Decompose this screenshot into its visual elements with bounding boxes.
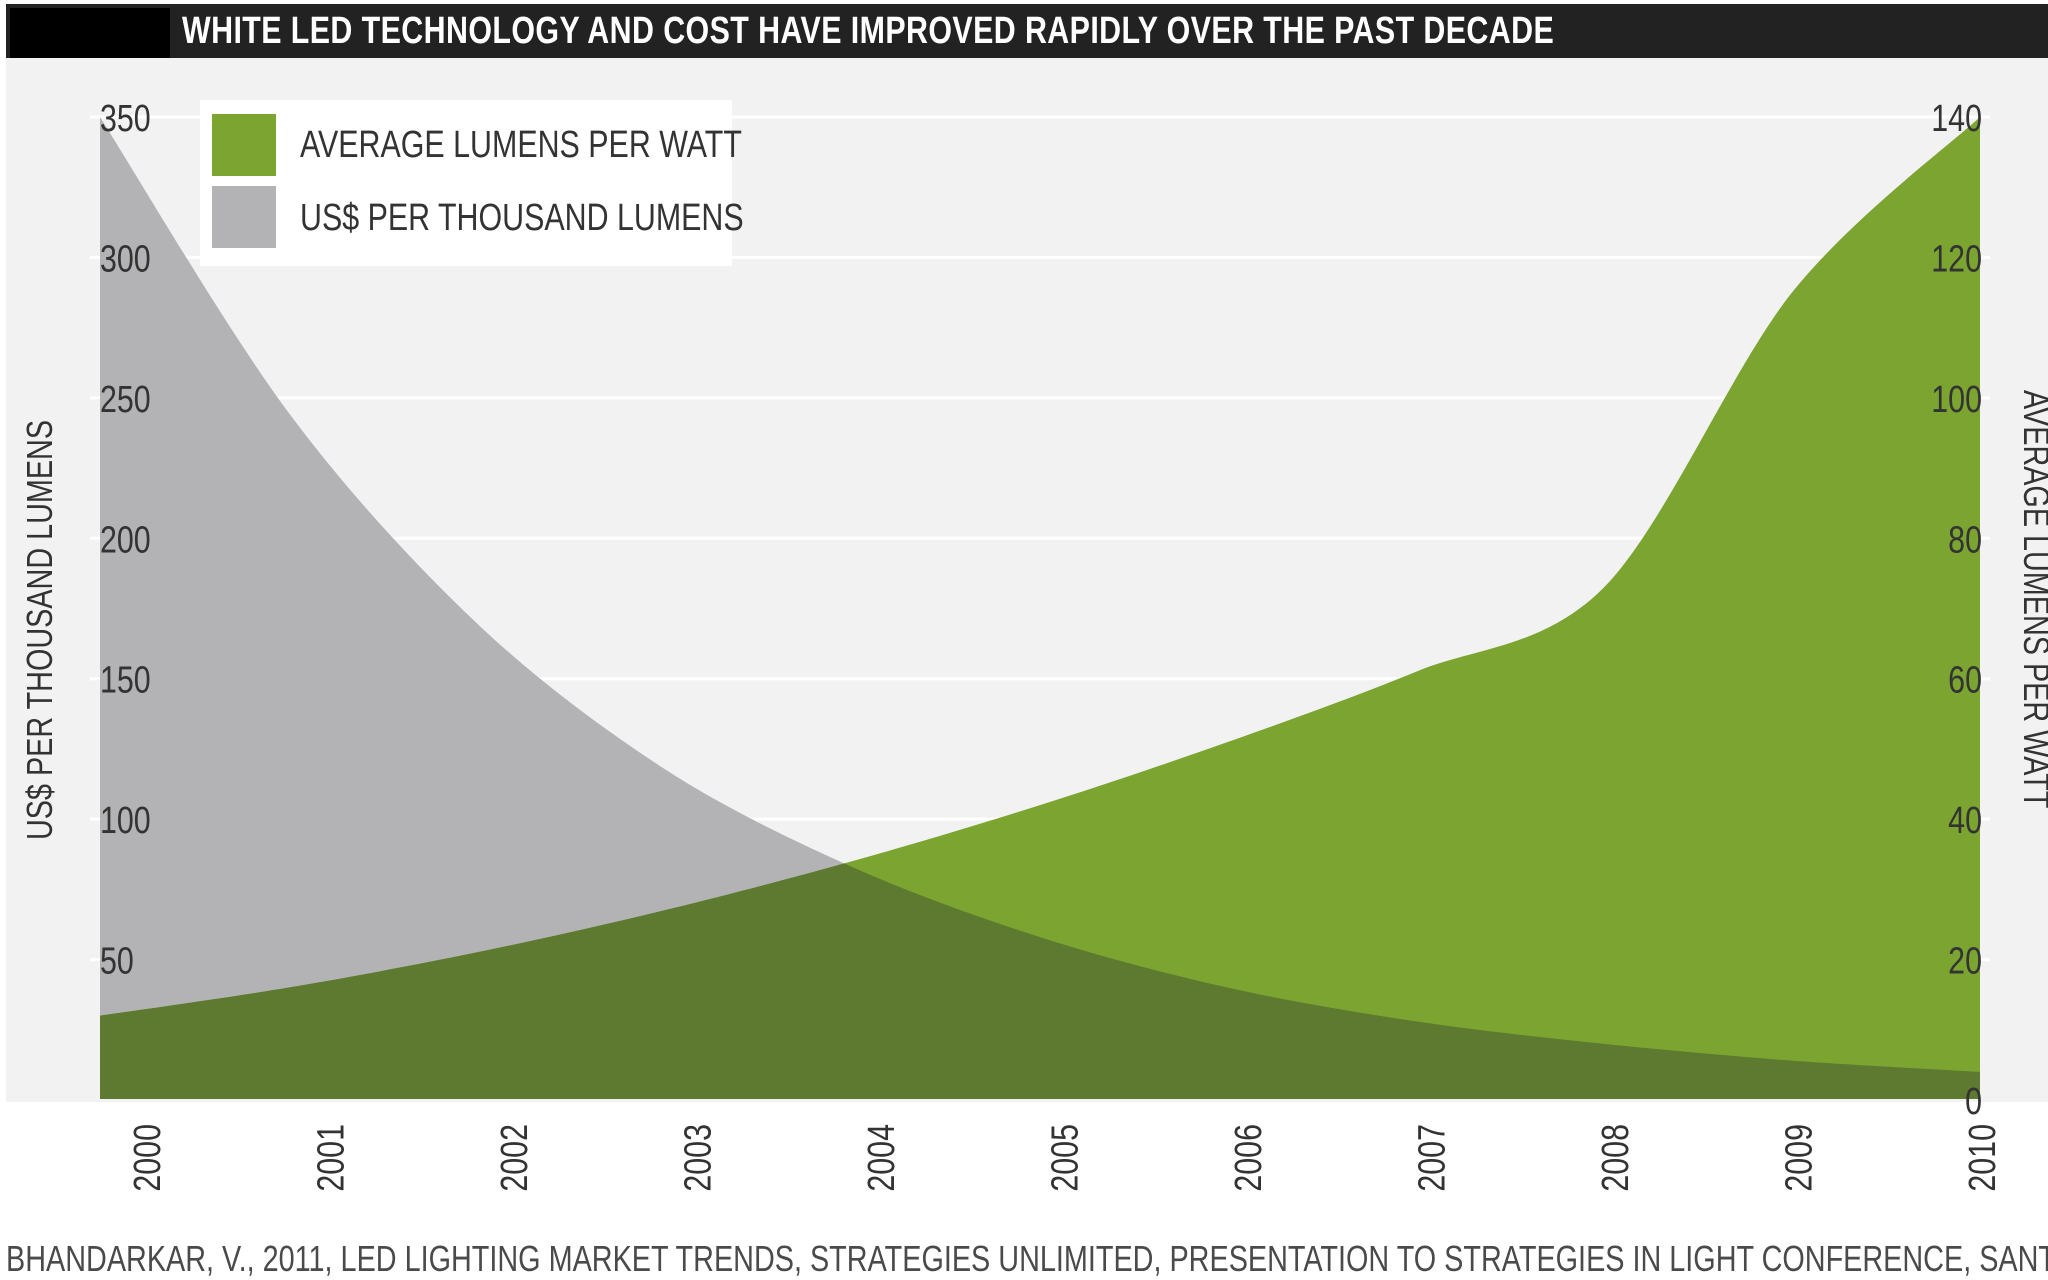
right-tick-label-120: 120 bbox=[1931, 238, 1982, 280]
right-tick-label-20: 20 bbox=[1948, 940, 1982, 982]
right-tick-label-60: 60 bbox=[1948, 660, 1982, 702]
x-tick-label-2002: 2002 bbox=[494, 1124, 536, 1192]
left-axis-title: US$ PER THOUSAND LUMENS bbox=[19, 420, 60, 840]
x-tick-label-2009: 2009 bbox=[1778, 1124, 1820, 1192]
left-tick-label-200: 200 bbox=[100, 519, 151, 561]
x-tick-label-2010: 2010 bbox=[1962, 1124, 2004, 1192]
right-axis-title: AVERAGE LUMENS PER WATT bbox=[2016, 390, 2048, 809]
legend-box bbox=[200, 100, 732, 266]
x-tick-label-2007: 2007 bbox=[1411, 1124, 1453, 1192]
legend-label-lumens-per-watt: AVERAGE LUMENS PER WATT bbox=[300, 124, 742, 166]
x-tick-label-2006: 2006 bbox=[1228, 1124, 1270, 1192]
series-area-usd-per-thousand-lumens bbox=[100, 117, 1980, 1100]
title-bar bbox=[6, 4, 2048, 58]
x-axis-ticks: 2000 2001 2002 2003 2004 2005 2006 2007 2008 2009… bbox=[127, 1124, 2004, 1192]
right-axis-ticks: 0 20 40 60 80 100 120 140 bbox=[1931, 98, 1982, 1123]
right-tick-label-100: 100 bbox=[1931, 379, 1982, 421]
right-tick-label-140: 140 bbox=[1931, 98, 1982, 140]
x-tick-label-2003: 2003 bbox=[677, 1124, 719, 1192]
x-tick-label-2005: 2005 bbox=[1044, 1124, 1086, 1192]
left-tick-label-150: 150 bbox=[100, 660, 151, 702]
left-tick-label-50: 50 bbox=[100, 940, 134, 982]
title-redaction-box bbox=[10, 8, 170, 60]
right-tick-label-0: 0 bbox=[1965, 1081, 1982, 1123]
series-area-average-lumens-per-watt bbox=[100, 117, 1980, 1100]
left-axis-ticks: 50 100 150 200 250 300 350 bbox=[100, 98, 151, 983]
x-tick-label-2008: 2008 bbox=[1595, 1124, 1637, 1192]
left-tick-label-100: 100 bbox=[100, 800, 151, 842]
legend: AVERAGE LUMENS PER WATT US$ PER THOUSAND… bbox=[200, 100, 744, 266]
x-tick-label-2004: 2004 bbox=[861, 1124, 903, 1192]
x-tick-label-2000: 2000 bbox=[127, 1124, 169, 1192]
right-tick-label-40: 40 bbox=[1948, 800, 1982, 842]
right-tick-label-80: 80 bbox=[1948, 519, 1982, 561]
x-tick-label-2001: 2001 bbox=[310, 1124, 352, 1192]
left-tick-label-350: 350 bbox=[100, 98, 151, 140]
legend-swatch-lumens-per-watt bbox=[212, 114, 276, 176]
left-tick-label-300: 300 bbox=[100, 238, 151, 280]
left-tick-label-250: 250 bbox=[100, 379, 151, 421]
chart-title: WHITE LED TECHNOLOGY AND COST HAVE IMPRO… bbox=[182, 10, 1555, 52]
legend-label-usd-per-thousand-lumens: US$ PER THOUSAND LUMENS bbox=[300, 197, 744, 239]
legend-swatch-usd-per-thousand-lumens bbox=[212, 186, 276, 248]
source-citation: BHANDARKAR, V., 2011, LED LIGHTING MARKE… bbox=[6, 1238, 2048, 1279]
